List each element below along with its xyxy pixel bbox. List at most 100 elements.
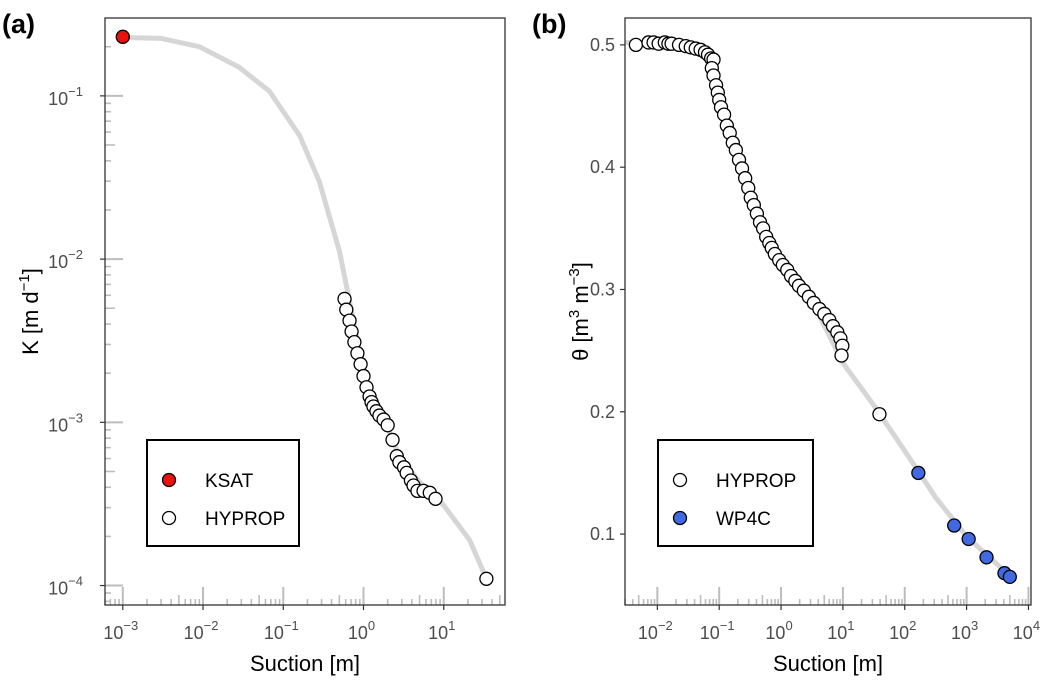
tick-base: 10	[48, 252, 68, 272]
data-point-wp4c	[947, 518, 962, 533]
x-axis-label: Suction [m]	[773, 651, 883, 676]
x-tick-label: 10−2	[184, 618, 219, 643]
y-tick-label: 0.2	[590, 402, 615, 422]
tick-exponent: −1	[284, 618, 299, 633]
y-label-superscript: 3	[566, 310, 583, 318]
tick-exponent: −1	[720, 618, 735, 633]
x-tick-label: 103	[951, 618, 978, 643]
data-point-hyprop	[834, 348, 849, 363]
x-tick-label: 10−1	[700, 618, 735, 643]
panel-label: (a)	[2, 9, 35, 39]
tick-base: 10	[1013, 623, 1033, 643]
legend-label: KSAT	[205, 471, 254, 492]
legend-marker-hyprop	[161, 510, 177, 526]
data-point-hyprop	[380, 418, 395, 433]
legend-label: WP4C	[716, 509, 771, 530]
plot-frame	[624, 17, 1032, 606]
y-label-text: θ [m	[568, 318, 593, 361]
tick-base: 10	[103, 623, 123, 643]
legend-marker-ksat	[161, 472, 177, 488]
x-tick-label: 102	[889, 618, 916, 643]
tick-base: 10	[428, 623, 448, 643]
legend-label: HYPROP	[716, 471, 796, 492]
tick-exponent: −3	[123, 618, 138, 633]
panel-b: (b)10−2 10−1 100 101 102 103 1040.50.40.30.20.…	[532, 9, 1040, 676]
data-point-wp4c	[979, 550, 994, 565]
tick-exponent: 4	[1033, 618, 1040, 633]
x-tick-label: 10−1	[264, 618, 299, 643]
data-point-ksat	[115, 29, 130, 44]
y-label-text: ]	[568, 262, 593, 268]
data-point-wp4c	[1002, 569, 1017, 585]
tick-base: 10	[765, 623, 785, 643]
y-tick-label: 0.5	[590, 35, 615, 55]
x-rug-ticks	[104, 587, 501, 605]
y-rug-ticks	[105, 45, 123, 603]
tick-base: 10	[348, 623, 368, 643]
tick-base: 10	[48, 89, 68, 109]
y-tick-label: 10−1	[48, 84, 83, 109]
tick-exponent: 2	[909, 618, 916, 633]
x-tick-label: 10−2	[638, 618, 673, 643]
panel-a: (a)10−3 10−2 10−1 100 10110−110−210−310−4Suc…	[2, 9, 506, 676]
tick-base: 10	[700, 623, 720, 643]
tick-exponent: −4	[68, 574, 83, 589]
x-tick-label: 100	[765, 618, 792, 643]
tick-exponent: 0	[368, 618, 375, 633]
y-tick-label: 0.4	[590, 157, 615, 177]
tick-base: 10	[951, 623, 971, 643]
tick-base: 10	[48, 579, 68, 599]
tick-exponent: 0	[785, 618, 792, 633]
y-label-text: ]	[18, 268, 43, 274]
series-hyprop	[628, 35, 887, 422]
x-rug-ticks	[624, 587, 1030, 605]
y-axis-label: θ [m3 m−3]	[566, 262, 593, 361]
y-tick-label: 0.3	[590, 279, 615, 299]
legend-label: HYPROP	[205, 509, 285, 530]
legend: KSAT HYPROP	[146, 439, 300, 547]
tick-exponent: 3	[971, 618, 978, 633]
legend-marker-wp4c	[672, 510, 688, 526]
panel-label: (b)	[532, 9, 566, 39]
tick-base: 10	[889, 623, 909, 643]
tick-base: 10	[264, 623, 284, 643]
data-point-hyprop	[385, 432, 400, 448]
plot-frame	[104, 17, 506, 606]
data-point-hyprop	[872, 407, 887, 422]
tick-exponent: −2	[204, 618, 219, 633]
tick-base: 10	[638, 623, 658, 643]
data-point-wp4c	[961, 531, 976, 547]
data-point-hyprop	[479, 571, 494, 586]
data-point-wp4c	[911, 465, 926, 481]
series-wp4c	[911, 465, 1017, 585]
tick-exponent: −2	[658, 618, 673, 633]
y-label-text: K [m d	[18, 291, 43, 355]
tick-exponent: 1	[448, 618, 455, 633]
x-tick-label: 10−3	[103, 618, 138, 643]
y-label-superscript: −3	[566, 268, 583, 285]
legend-box	[657, 439, 814, 547]
tick-base: 10	[184, 623, 204, 643]
y-tick-label: 10−3	[48, 410, 83, 435]
data-point-hyprop	[628, 37, 644, 53]
legend: HYPROP WP4C	[657, 439, 814, 547]
tick-exponent: 1	[847, 618, 854, 633]
y-axis-label: K [m d−1]	[16, 268, 43, 355]
y-tick-label: 10−2	[48, 247, 83, 272]
x-tick-label: 101	[428, 618, 455, 643]
tick-base: 10	[48, 415, 68, 435]
x-tick-label: 100	[348, 618, 375, 643]
data-point-hyprop	[353, 357, 368, 372]
x-axis-label: Suction [m]	[250, 651, 360, 676]
y-tick-label: 10−4	[48, 574, 83, 599]
x-tick-label: 104	[1013, 618, 1040, 643]
series-ksat	[115, 29, 130, 44]
series-hyprop	[337, 291, 494, 586]
legend-marker-hyprop	[672, 472, 688, 488]
tick-exponent: −3	[68, 410, 83, 425]
y-tick-label: 0.1	[590, 524, 615, 544]
tick-base: 10	[827, 623, 847, 643]
x-tick-label: 101	[827, 618, 854, 643]
tick-exponent: −1	[68, 84, 83, 99]
